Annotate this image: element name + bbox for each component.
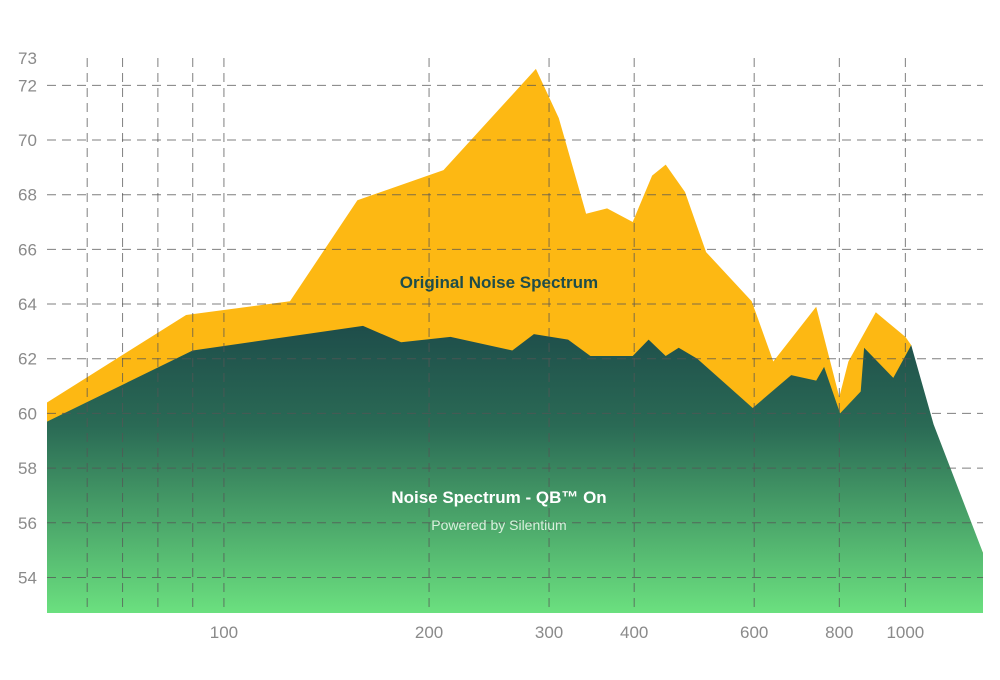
area-qb-on-noise (47, 325, 983, 613)
y-tick-label: 64 (18, 295, 37, 314)
y-tick-label: 66 (18, 240, 37, 259)
grid-layer (47, 58, 983, 613)
y-tick-label: 70 (18, 131, 37, 150)
x-tick-label: 600 (740, 623, 768, 642)
y-axis-ticks: 54 56 58 60 62 64 66 68 70 72 73 (18, 49, 37, 587)
area-layer (47, 68, 983, 613)
y-tick-label: 62 (18, 350, 37, 369)
series-label-qb: Noise Spectrum - QB™ On (391, 488, 606, 507)
y-tick-label: 54 (18, 568, 37, 587)
y-tick-label: 73 (18, 49, 37, 68)
series-label-original: Original Noise Spectrum (400, 273, 598, 292)
series-labels: Original Noise Spectrum Noise Spectrum -… (391, 273, 606, 533)
series-subtitle-qb: Powered by Silentium (431, 517, 566, 533)
y-tick-label: 68 (18, 186, 37, 205)
y-tick-label: 72 (18, 76, 37, 95)
x-tick-label: 100 (210, 623, 238, 642)
y-tick-label: 56 (18, 514, 37, 533)
x-tick-label: 1000 (886, 623, 924, 642)
x-tick-label: 800 (825, 623, 853, 642)
x-tick-label: 300 (535, 623, 563, 642)
x-tick-label: 400 (620, 623, 648, 642)
x-tick-label: 200 (415, 623, 443, 642)
y-tick-label: 60 (18, 404, 37, 423)
x-axis-ticks: 100 200 300 400 600 800 1000 (210, 623, 925, 642)
y-tick-label: 58 (18, 459, 37, 478)
